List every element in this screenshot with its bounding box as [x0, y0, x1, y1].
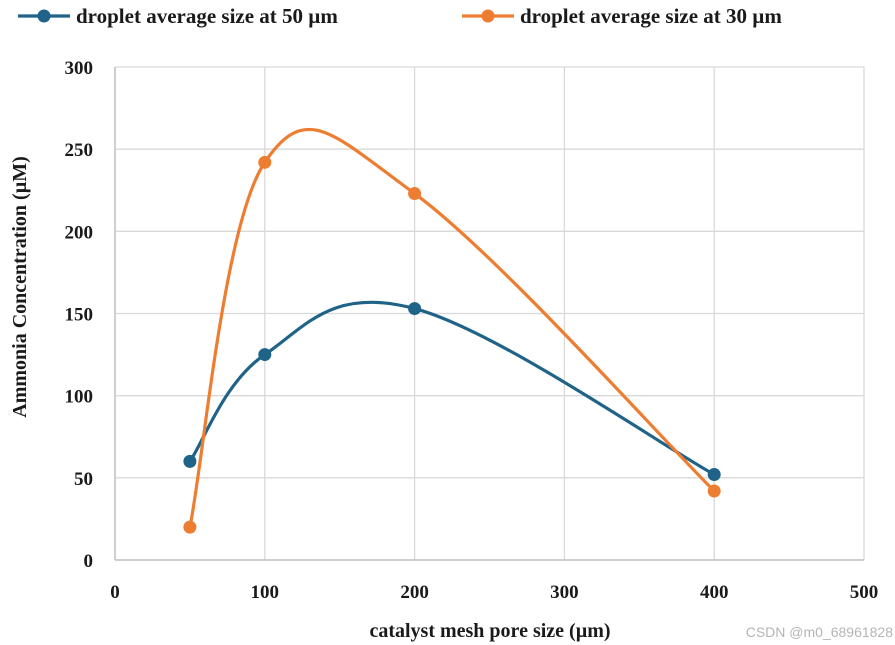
series-layer: [183, 127, 721, 534]
tick-labels: 0 100 200 300 400 500 0 50 100 150 200 250 300: [65, 58, 879, 603]
series-2-point: [183, 520, 197, 534]
x-tick-label: 500: [850, 582, 879, 603]
x-tick-label: 100: [251, 582, 280, 603]
series-1-point: [258, 348, 272, 362]
series-2-point: [408, 187, 422, 201]
series-1-point: [707, 468, 721, 482]
y-tick-label: 150: [65, 305, 94, 326]
y-tick-label: 50: [74, 469, 93, 490]
x-tick-label: 0: [110, 582, 120, 603]
x-tick-label: 400: [700, 582, 729, 603]
y-tick-label: 100: [65, 387, 94, 408]
legend-label-2: droplet average size at 30 µm: [520, 4, 782, 28]
series-1-point: [183, 454, 197, 468]
series-2-point: [707, 484, 721, 498]
legend-marker-1: [37, 9, 51, 23]
grid-lines: [115, 66, 865, 560]
y-axis-title: Ammonia Concentration (µM): [9, 156, 31, 417]
x-tick-label: 300: [550, 582, 579, 603]
series-1-point: [408, 302, 422, 316]
x-axis-title: catalyst mesh pore size (µm): [369, 620, 610, 642]
y-tick-label: 0: [84, 551, 94, 572]
y-tick-label: 200: [65, 222, 94, 243]
y-tick-label: 300: [65, 58, 94, 79]
watermark-text: CSDN @m0_68961828: [746, 624, 894, 640]
series-line-2: [188, 127, 716, 528]
x-tick-label: 200: [400, 582, 429, 603]
y-tick-label: 250: [65, 140, 94, 161]
series-2-point: [258, 155, 272, 169]
legend-label-1: droplet average size at 50 µm: [76, 4, 338, 28]
legend-marker-2: [481, 9, 495, 23]
series-line-1: [188, 300, 715, 476]
legend: droplet average size at 50 µm droplet ave…: [18, 4, 782, 28]
axes: [114, 67, 864, 561]
